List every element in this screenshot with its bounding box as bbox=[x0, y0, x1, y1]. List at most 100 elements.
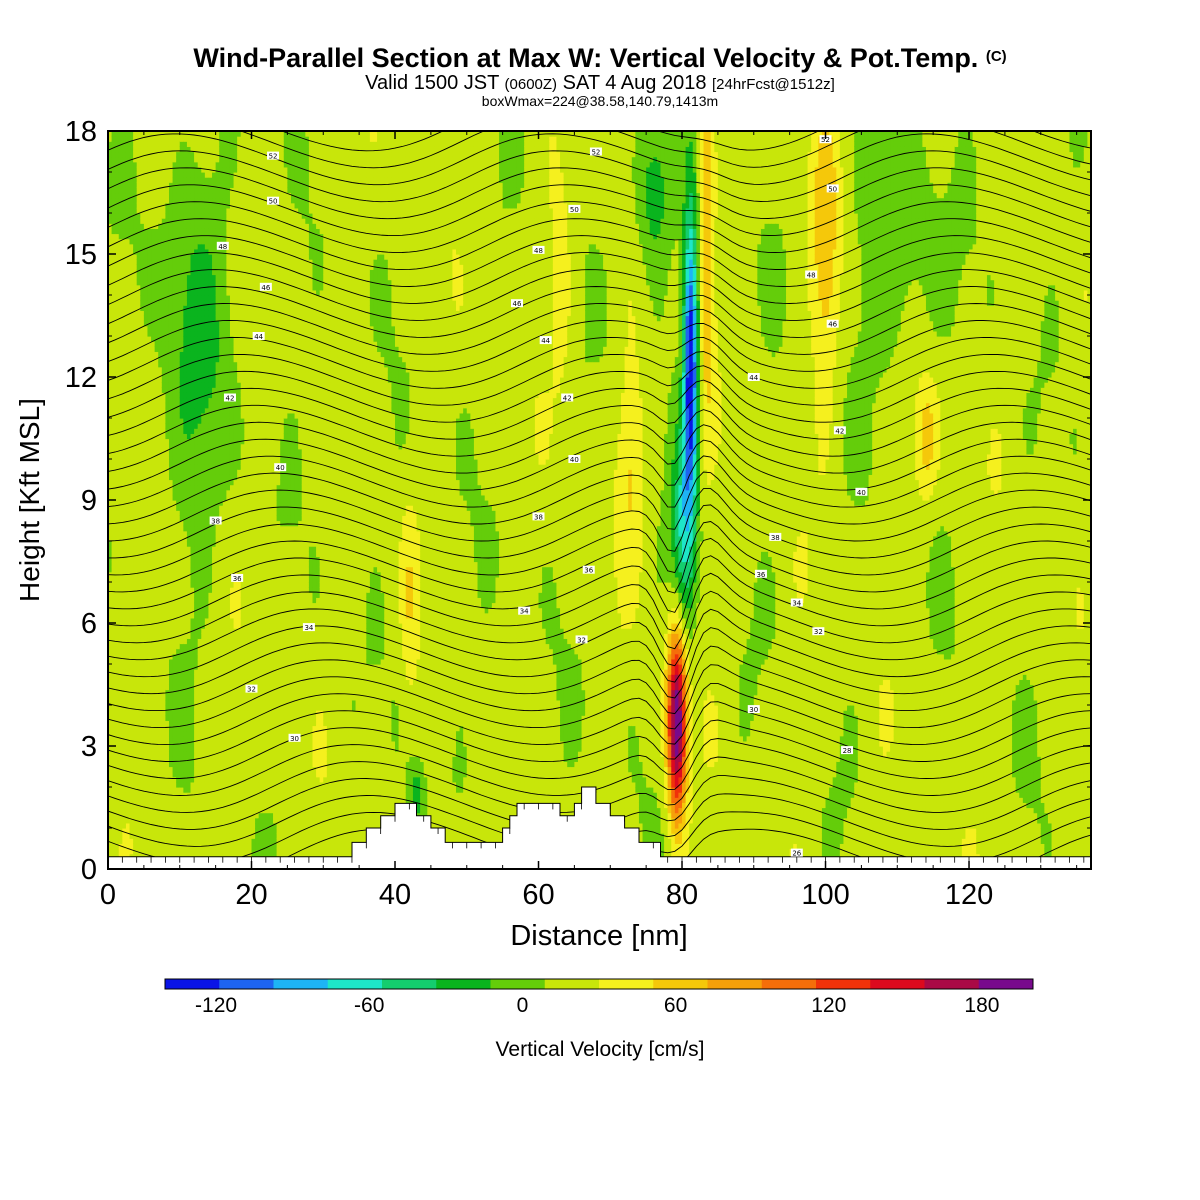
velocity-cell bbox=[112, 849, 116, 855]
velocity-cell bbox=[133, 187, 137, 193]
velocity-cell bbox=[137, 761, 141, 767]
velocity-cell bbox=[130, 474, 134, 480]
velocity-cell bbox=[119, 567, 123, 573]
velocity-cell bbox=[133, 203, 137, 209]
velocity-cell bbox=[137, 454, 141, 460]
velocity-cell bbox=[140, 316, 144, 322]
velocity-cell bbox=[115, 387, 119, 393]
velocity-cell bbox=[137, 300, 141, 306]
velocity-cell bbox=[122, 756, 126, 762]
velocity-cell bbox=[140, 644, 144, 650]
velocity-cell bbox=[140, 146, 144, 152]
velocity-cell bbox=[133, 505, 137, 511]
velocity-cell bbox=[112, 331, 116, 337]
velocity-cell bbox=[122, 808, 126, 814]
velocity-cell bbox=[140, 387, 144, 393]
velocity-cell bbox=[112, 818, 116, 824]
velocity-cell bbox=[115, 751, 119, 757]
velocity-cell bbox=[130, 782, 134, 788]
velocity-cell bbox=[137, 644, 141, 650]
velocity-cell bbox=[112, 787, 116, 793]
velocity-cell bbox=[140, 556, 144, 562]
velocity-cell bbox=[133, 428, 137, 434]
velocity-cell bbox=[126, 392, 130, 398]
velocity-cell bbox=[126, 300, 130, 306]
velocity-cell bbox=[119, 582, 123, 588]
velocity-cell bbox=[137, 521, 141, 527]
velocity-cell bbox=[126, 418, 130, 424]
velocity-cell bbox=[137, 664, 141, 670]
velocity-cell bbox=[122, 669, 126, 675]
velocity-cell bbox=[140, 715, 144, 721]
velocity-cell bbox=[133, 715, 137, 721]
velocity-cell bbox=[112, 603, 116, 609]
velocity-cell bbox=[130, 562, 134, 568]
velocity-cell bbox=[122, 802, 126, 808]
velocity-cell bbox=[122, 695, 126, 701]
velocity-cell bbox=[119, 208, 123, 214]
velocity-cell bbox=[140, 613, 144, 619]
velocity-cell bbox=[140, 372, 144, 378]
velocity-cell bbox=[133, 208, 137, 214]
velocity-cell bbox=[130, 172, 134, 178]
velocity-cell bbox=[126, 433, 130, 439]
velocity-cell bbox=[137, 551, 141, 557]
velocity-cell bbox=[137, 731, 141, 737]
velocity-cell bbox=[115, 305, 119, 311]
velocity-cell bbox=[112, 444, 116, 450]
velocity-cell bbox=[133, 336, 137, 342]
velocity-cell bbox=[133, 449, 137, 455]
velocity-cell bbox=[126, 582, 130, 588]
velocity-cell bbox=[137, 377, 141, 383]
velocity-cell bbox=[126, 208, 130, 214]
velocity-cell bbox=[130, 146, 134, 152]
velocity-cell bbox=[119, 603, 123, 609]
velocity-cell bbox=[133, 644, 137, 650]
velocity-cell bbox=[119, 531, 123, 537]
velocity-cell bbox=[137, 628, 141, 634]
velocity-cell bbox=[122, 439, 126, 445]
velocity-cell bbox=[122, 336, 126, 342]
velocity-cell bbox=[122, 726, 126, 732]
velocity-cell bbox=[119, 234, 123, 240]
velocity-cell bbox=[122, 259, 126, 265]
velocity-cell bbox=[130, 280, 134, 286]
velocity-cell bbox=[126, 756, 130, 762]
velocity-cell bbox=[133, 761, 137, 767]
velocity-cell bbox=[122, 690, 126, 696]
velocity-cell bbox=[133, 582, 137, 588]
velocity-cell bbox=[140, 618, 144, 624]
velocity-cell bbox=[112, 208, 116, 214]
velocity-cell bbox=[122, 136, 126, 142]
velocity-cell bbox=[130, 239, 134, 245]
velocity-cell bbox=[122, 546, 126, 552]
velocity-cell bbox=[140, 500, 144, 506]
velocity-cell bbox=[126, 649, 130, 655]
velocity-cell bbox=[126, 792, 130, 798]
velocity-cell bbox=[122, 710, 126, 716]
velocity-cell bbox=[119, 439, 123, 445]
velocity-cell bbox=[112, 515, 116, 521]
velocity-cell bbox=[115, 418, 119, 424]
velocity-cell bbox=[133, 685, 137, 691]
velocity-cell bbox=[112, 526, 116, 532]
velocity-cell bbox=[140, 741, 144, 747]
velocity-cell bbox=[140, 777, 144, 783]
velocity-cell bbox=[122, 644, 126, 650]
velocity-cell bbox=[112, 254, 116, 260]
velocity-cell bbox=[122, 577, 126, 583]
velocity-cell bbox=[133, 285, 137, 291]
velocity-cell bbox=[122, 505, 126, 511]
velocity-cell bbox=[115, 310, 119, 316]
velocity-cell bbox=[115, 659, 119, 665]
velocity-cell bbox=[112, 551, 116, 557]
velocity-cell bbox=[122, 469, 126, 475]
velocity-cell bbox=[137, 203, 141, 209]
velocity-cell bbox=[137, 244, 141, 250]
velocity-cell bbox=[133, 382, 137, 388]
velocity-cell bbox=[126, 541, 130, 547]
velocity-cell bbox=[119, 285, 123, 291]
velocity-cell bbox=[126, 577, 130, 583]
velocity-cell bbox=[115, 213, 119, 219]
velocity-cell bbox=[126, 326, 130, 332]
